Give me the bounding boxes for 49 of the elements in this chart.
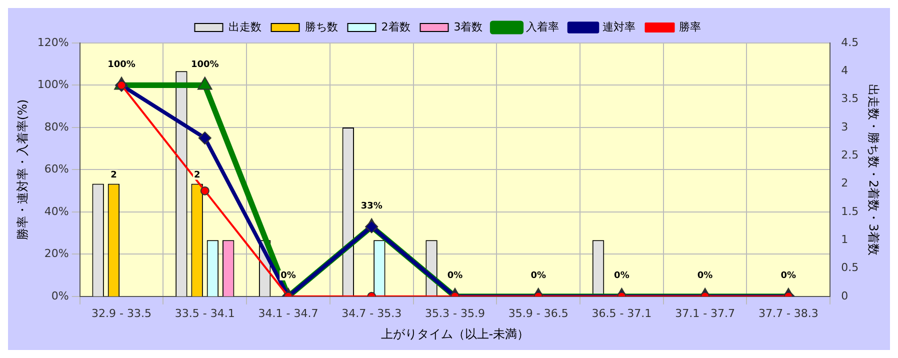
y2-tick-label: 4.5 — [841, 36, 859, 49]
y2-tick-label: 0.5 — [841, 261, 859, 274]
y-tick-label: 0% — [51, 289, 69, 302]
legend-label: 入着率 — [526, 20, 560, 34]
data-label: 0% — [697, 271, 713, 282]
data-label: 33% — [360, 202, 382, 212]
legend-label: 出走数 — [228, 20, 262, 34]
y2-tick-label: 3.5 — [841, 92, 859, 106]
y2-tick-label: 3 — [841, 120, 848, 134]
y-axis-title: 勝率・連対率・入着率(%) — [15, 99, 30, 240]
x-axis-title: 上がりタイム（以上-未満） — [380, 326, 530, 341]
data-label: 0% — [614, 271, 630, 282]
y2-tick-label: 1 — [841, 232, 848, 246]
y-tick-label: 100% — [37, 78, 69, 92]
y2-tick-label: 1.5 — [841, 204, 859, 218]
x-tick-label: 34.1 - 34.7 — [258, 306, 318, 320]
y-tick-label: 20% — [44, 247, 69, 260]
data-label: 0% — [447, 271, 463, 282]
legend-label: 連対率 — [602, 20, 636, 34]
x-tick-label: 34.7 - 35.3 — [342, 306, 402, 320]
x-tick-label: 33.5 - 34.1 — [174, 306, 235, 320]
point — [200, 186, 210, 196]
y-tick-label: 80% — [44, 120, 69, 134]
y-tick-label: 60% — [44, 162, 69, 176]
y2-tick-label: 4 — [841, 64, 848, 78]
data-label: 0% — [280, 271, 296, 282]
x-tick-label: 35.9 - 36.5 — [508, 306, 568, 320]
data-label: 2 — [110, 170, 117, 181]
y2-axis-title: 出走数・勝ち数・2着数・3着数 — [866, 84, 881, 256]
data-label: 100% — [190, 60, 219, 70]
x-tick-label: 36.5 - 37.1 — [592, 306, 652, 320]
y2-tick-label: 2.5 — [841, 148, 859, 162]
data-label: 100% — [108, 60, 136, 70]
y-tick-label: 120% — [37, 36, 69, 49]
y-tick-label: 40% — [44, 204, 69, 218]
x-tick-label: 37.7 - 38.3 — [758, 306, 818, 320]
data-label: 0% — [780, 271, 796, 282]
legend-label: 勝率 — [679, 20, 702, 34]
x-tick-label: 35.3 - 35.9 — [425, 306, 485, 320]
legend-label: 3着数 — [454, 20, 483, 34]
point — [198, 132, 212, 145]
y2-tick-label: 2 — [841, 176, 848, 190]
x-tick-label: 37.1 - 37.7 — [675, 306, 736, 320]
x-tick-label: 32.9 - 33.5 — [92, 306, 152, 320]
data-label: 0% — [530, 271, 546, 282]
data-label: 2 — [194, 170, 200, 181]
legend-label: 勝ち数 — [304, 20, 338, 34]
legend-label: 2着数 — [381, 20, 410, 34]
y2-tick-label: 0 — [841, 289, 848, 302]
